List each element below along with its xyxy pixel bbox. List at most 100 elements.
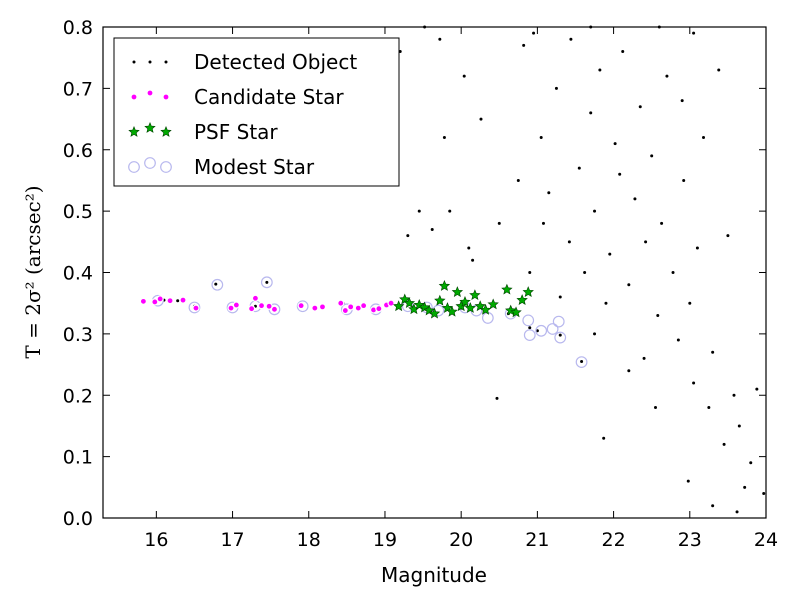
point-detected-object xyxy=(516,178,520,182)
series-psf-star xyxy=(392,280,534,319)
y-tick-label: 0.4 xyxy=(63,263,93,285)
legend-label: Candidate Star xyxy=(194,85,344,109)
legend-label: Detected Object xyxy=(194,50,357,74)
point-candidate-star xyxy=(156,295,164,303)
point-detected-object xyxy=(539,135,543,139)
x-tick-label: 17 xyxy=(220,529,244,551)
point-detected-object xyxy=(707,406,711,410)
point-detected-object xyxy=(692,31,696,35)
point-psf-star xyxy=(479,303,492,315)
point-detected-object xyxy=(214,282,218,286)
point-detected-object xyxy=(442,135,446,139)
y-tick-label: 0.5 xyxy=(63,201,93,223)
point-candidate-star xyxy=(179,296,187,304)
point-psf-star xyxy=(469,289,481,301)
point-detected-object xyxy=(604,301,608,305)
point-detected-object xyxy=(762,491,766,495)
point-detected-object xyxy=(737,424,741,428)
point-psf-star xyxy=(428,307,441,319)
point-detected-object xyxy=(417,209,421,213)
legend-marker-psf-star xyxy=(160,126,172,137)
point-candidate-star xyxy=(387,299,395,307)
legend-marker-detected-object xyxy=(164,60,168,64)
legend-label: Modest Star xyxy=(194,155,315,179)
point-candidate-star xyxy=(192,304,200,312)
legend-marker-modest-star xyxy=(128,161,140,173)
point-detected-object xyxy=(755,387,759,391)
point-detected-object xyxy=(644,240,648,244)
legend-item-candidate-star: Candidate Star xyxy=(130,85,344,109)
point-candidate-star xyxy=(375,305,383,313)
point-psf-star xyxy=(516,294,528,305)
point-detected-object xyxy=(627,283,631,287)
point-psf-star xyxy=(403,297,416,309)
point-detected-object xyxy=(717,68,721,72)
y-tick-label: 0.1 xyxy=(63,447,93,469)
point-detected-object xyxy=(613,142,617,146)
point-detected-object xyxy=(722,442,726,446)
x-tick-label: 23 xyxy=(678,529,702,551)
point-detected-object xyxy=(671,271,675,274)
series-candidate-star xyxy=(139,294,395,315)
legend-marker-candidate-star xyxy=(146,89,154,97)
point-detected-object xyxy=(265,280,269,284)
point-detected-object xyxy=(547,191,551,195)
point-psf-star xyxy=(464,302,477,313)
point-detected-object xyxy=(627,369,631,373)
point-detected-object xyxy=(711,350,715,354)
y-tick-label: 0.0 xyxy=(63,508,93,530)
point-detected-object xyxy=(522,43,526,47)
legend-item-psf-star: PSF Star xyxy=(128,120,278,144)
point-detected-object xyxy=(528,326,532,330)
point-detected-object xyxy=(602,436,606,440)
x-axis-label: Magnitude xyxy=(381,563,487,587)
x-tick-label: 20 xyxy=(449,529,473,551)
point-detected-object xyxy=(633,197,637,201)
legend-marker-candidate-star xyxy=(162,93,170,101)
point-modest-star xyxy=(296,300,309,313)
point-detected-object xyxy=(479,117,483,121)
x-tick-label: 19 xyxy=(373,529,397,551)
point-detected-object xyxy=(497,221,501,225)
point-modest-star xyxy=(432,304,445,317)
point-detected-object xyxy=(593,332,597,336)
point-detected-object xyxy=(686,479,690,483)
x-tick-label: 16 xyxy=(144,529,168,551)
legend-marker-detected-object xyxy=(148,60,152,64)
point-modest-star xyxy=(554,331,567,344)
point-detected-object xyxy=(583,271,587,274)
legend-box xyxy=(113,37,400,187)
point-psf-star xyxy=(501,283,513,295)
point-modest-star xyxy=(535,324,548,337)
point-candidate-star xyxy=(347,303,355,311)
point-psf-star xyxy=(392,300,405,312)
point-modest-star xyxy=(552,315,565,328)
point-detected-object xyxy=(608,252,612,256)
point-detected-object xyxy=(535,329,539,333)
point-modest-star xyxy=(188,301,201,314)
point-detected-object xyxy=(541,221,545,225)
point-modest-star xyxy=(546,323,559,335)
legend-item-modest-star: Modest Star xyxy=(128,155,315,179)
y-tick-label: 0.3 xyxy=(63,324,93,346)
point-psf-star xyxy=(522,286,534,297)
point-detected-object xyxy=(462,74,466,78)
x-tick-label: 22 xyxy=(601,529,625,551)
point-candidate-star xyxy=(166,297,174,305)
point-detected-object xyxy=(593,209,597,213)
point-detected-object xyxy=(467,246,471,250)
y-tick-label: 0.8 xyxy=(63,17,93,39)
point-modest-star xyxy=(522,314,535,327)
y-tick-label: 0.6 xyxy=(63,140,93,162)
point-psf-star xyxy=(510,306,522,318)
point-detected-object xyxy=(650,154,654,158)
point-detected-object xyxy=(471,258,475,262)
point-detected-object xyxy=(665,74,669,78)
point-detected-object xyxy=(676,338,680,342)
point-candidate-star xyxy=(139,297,147,305)
point-detected-object xyxy=(430,228,434,232)
point-psf-star xyxy=(434,294,446,306)
point-detected-object xyxy=(176,299,180,303)
point-detected-object xyxy=(495,396,499,400)
